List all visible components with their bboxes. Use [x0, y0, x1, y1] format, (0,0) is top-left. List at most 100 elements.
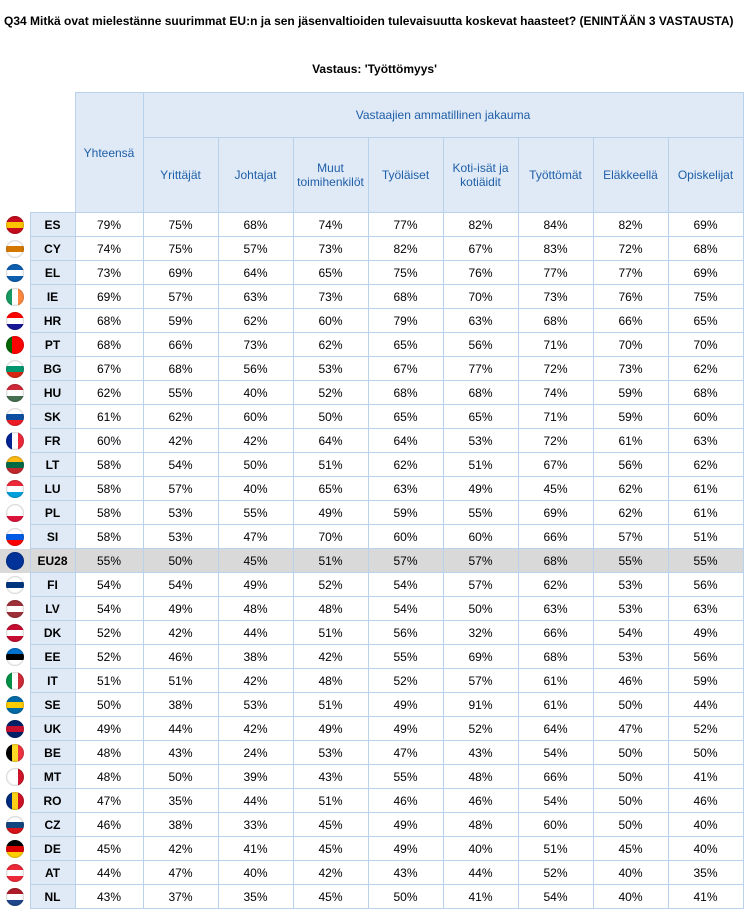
flag-cell [0, 284, 31, 309]
table-cell: 67% [517, 452, 594, 477]
table-cell: 51% [74, 668, 144, 693]
table-cell: 49% [292, 500, 369, 525]
table-cell: 56% [367, 620, 444, 645]
table-cell: 66% [517, 524, 594, 549]
table-cell: 42% [217, 428, 294, 453]
table-cell: 51% [517, 836, 594, 861]
table-cell: 59% [592, 404, 669, 429]
flag-cell [0, 476, 31, 501]
table-cell: 59% [367, 500, 444, 525]
table-cell: 48% [74, 740, 144, 765]
country-code: CZ [29, 812, 76, 837]
table-row: RO 47% 35% 44% 51% 46% 46% 54% 50% 46% [0, 788, 744, 813]
country-code: BE [29, 740, 76, 765]
table-cell: 65% [367, 332, 444, 357]
table-cell: 60% [292, 308, 369, 333]
flag-icon [5, 551, 24, 570]
column-header: Eläkkeellä [592, 137, 669, 213]
table-cell: 38% [142, 692, 219, 717]
table-cell: 65% [292, 476, 369, 501]
table-cell: 40% [592, 884, 669, 909]
table-cell: 64% [517, 716, 594, 741]
table-cell: 44% [442, 860, 519, 885]
table-cell: 57% [142, 476, 219, 501]
table-cell: 63% [442, 308, 519, 333]
table-cell: 73% [217, 332, 294, 357]
flag-cell [0, 716, 31, 741]
table-cell: 44% [217, 620, 294, 645]
table-cell: 44% [667, 692, 744, 717]
table-cell: 67% [367, 356, 444, 381]
table-cell: 49% [667, 620, 744, 645]
table-cell: 53% [292, 356, 369, 381]
table-cell: 49% [74, 716, 144, 741]
table-cell: 60% [367, 524, 444, 549]
table-cell: 57% [217, 236, 294, 261]
table-cell: 68% [217, 212, 294, 237]
flag-cell [0, 548, 31, 573]
table-cell: 91% [442, 692, 519, 717]
table-cell: 51% [442, 452, 519, 477]
table-cell: 51% [292, 548, 369, 573]
flag-icon [5, 407, 24, 426]
table-cell: 68% [74, 308, 144, 333]
flag-icon [5, 383, 24, 402]
table-cell: 41% [667, 884, 744, 909]
table-cell: 68% [367, 380, 444, 405]
table-cell: 68% [74, 332, 144, 357]
table-cell: 45% [517, 476, 594, 501]
country-code: IT [29, 668, 76, 693]
table-cell: 69% [667, 260, 744, 285]
table-cell: 50% [592, 740, 669, 765]
flag-cell [0, 524, 31, 549]
table-cell: 50% [592, 788, 669, 813]
table-cell: 24% [217, 740, 294, 765]
table-row: NL 43% 37% 35% 45% 50% 41% 54% 40% 41% [0, 884, 744, 909]
table-cell: 70% [442, 284, 519, 309]
table-cell: 58% [74, 524, 144, 549]
table-cell: 40% [217, 476, 294, 501]
table-row: HU 62% 55% 40% 52% 68% 68% 74% 59% 68% [0, 380, 744, 405]
flag-cell [0, 740, 31, 765]
flag-icon [5, 215, 24, 234]
table-cell: 67% [74, 356, 144, 381]
table-cell: 56% [442, 332, 519, 357]
table-cell: 52% [667, 716, 744, 741]
table-row: ES 79% 75% 68% 74% 77% 82% 84% 82% 69% [0, 212, 744, 237]
table-cell: 38% [217, 644, 294, 669]
table-row: CZ 46% 38% 33% 45% 49% 48% 60% 50% 40% [0, 812, 744, 837]
table-cell: 40% [592, 860, 669, 885]
table-cell: 53% [442, 428, 519, 453]
table-cell: 55% [142, 380, 219, 405]
table-cell: 63% [667, 596, 744, 621]
table-row: FI 54% 54% 49% 52% 54% 57% 62% 53% 56% [0, 572, 744, 597]
table-cell: 69% [74, 284, 144, 309]
table-cell: 64% [367, 428, 444, 453]
table-row: EE 52% 46% 38% 42% 55% 69% 68% 53% 56% [0, 644, 744, 669]
table-cell: 65% [292, 260, 369, 285]
table-cell: 40% [217, 380, 294, 405]
table-cell: 64% [292, 428, 369, 453]
column-header: Yrittäjät [142, 137, 219, 213]
table-cell: 43% [292, 764, 369, 789]
table-cell: 48% [292, 596, 369, 621]
flag-cell [0, 860, 31, 885]
table-cell: 54% [142, 572, 219, 597]
table-row: BE 48% 43% 24% 53% 47% 43% 54% 50% 50% [0, 740, 744, 765]
flag-icon [5, 263, 24, 282]
table-cell: 54% [74, 596, 144, 621]
flag-cell [0, 212, 31, 237]
table-cell: 75% [367, 260, 444, 285]
flag-icon [5, 671, 24, 690]
table-cell: 50% [592, 692, 669, 717]
table-cell: 82% [367, 236, 444, 261]
table-cell: 63% [367, 476, 444, 501]
flag-icon [5, 743, 24, 762]
country-code: SI [29, 524, 76, 549]
table-cell: 45% [292, 836, 369, 861]
table-cell: 52% [442, 716, 519, 741]
table-row: SK 61% 62% 60% 50% 65% 65% 71% 59% 60% [0, 404, 744, 429]
table-cell: 73% [292, 236, 369, 261]
table-cell: 56% [217, 356, 294, 381]
table-cell: 44% [217, 788, 294, 813]
